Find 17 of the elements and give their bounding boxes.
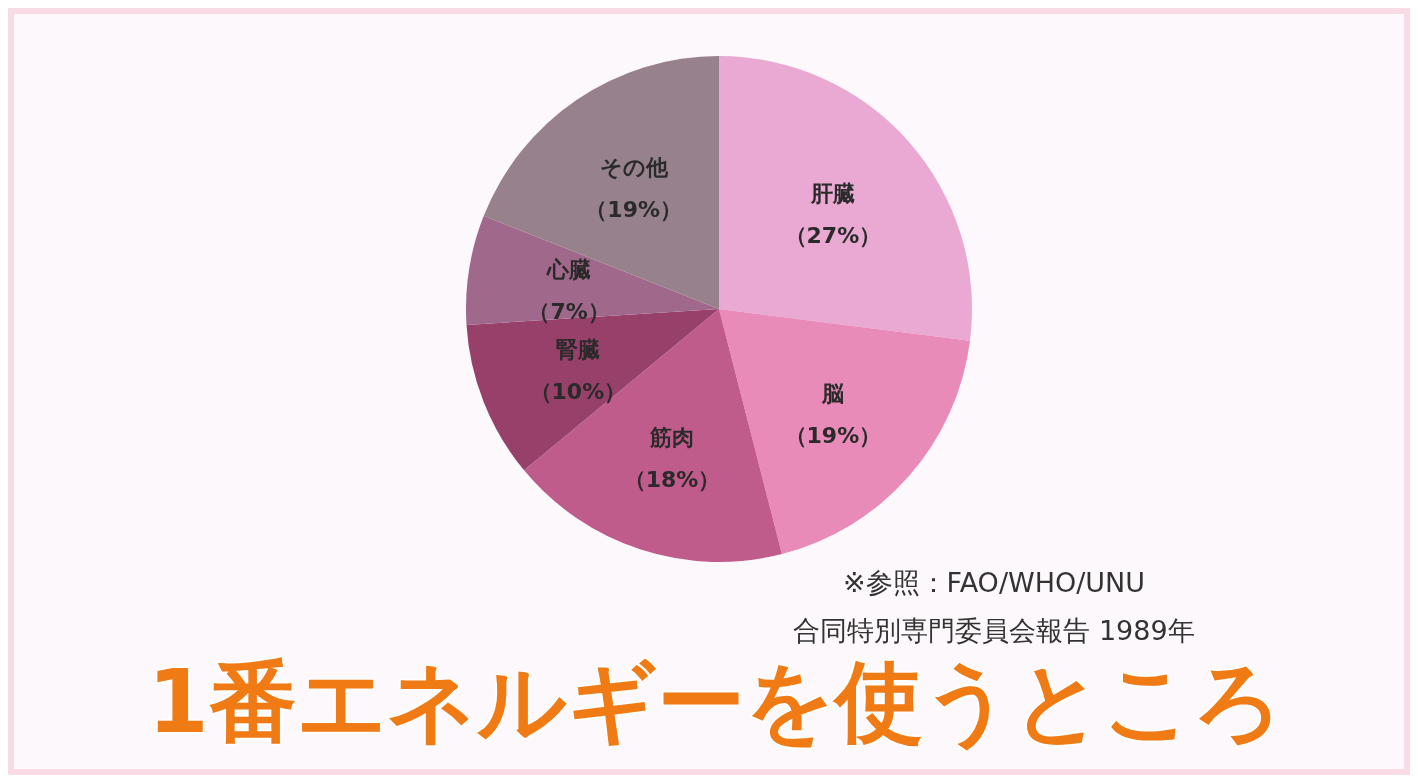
text: 合同特別専門委員会報告 1989年 xyxy=(793,615,1195,646)
slice-label: 脳 xyxy=(820,381,844,407)
data-label: （10%） xyxy=(529,378,627,404)
pie-slice xyxy=(719,309,971,555)
slice-label: 心臓 xyxy=(546,257,592,283)
data-label: （7%） xyxy=(528,299,610,325)
data-label: （27%） xyxy=(784,222,882,248)
slice-label: 肝臓 xyxy=(809,180,855,206)
text: ※参照：FAO/WHO/UNU xyxy=(841,566,1147,600)
data-label: （19%） xyxy=(784,423,882,449)
data-label: （19%） xyxy=(585,197,683,223)
slice-label: 筋肉 xyxy=(649,425,695,451)
data-label: （18%） xyxy=(623,467,721,493)
text: 1番エネルギーを使うところ xyxy=(147,650,1283,753)
slice-label: 腎臓 xyxy=(555,336,600,362)
pie-slice xyxy=(719,56,972,341)
slice-label: その他 xyxy=(599,155,669,181)
